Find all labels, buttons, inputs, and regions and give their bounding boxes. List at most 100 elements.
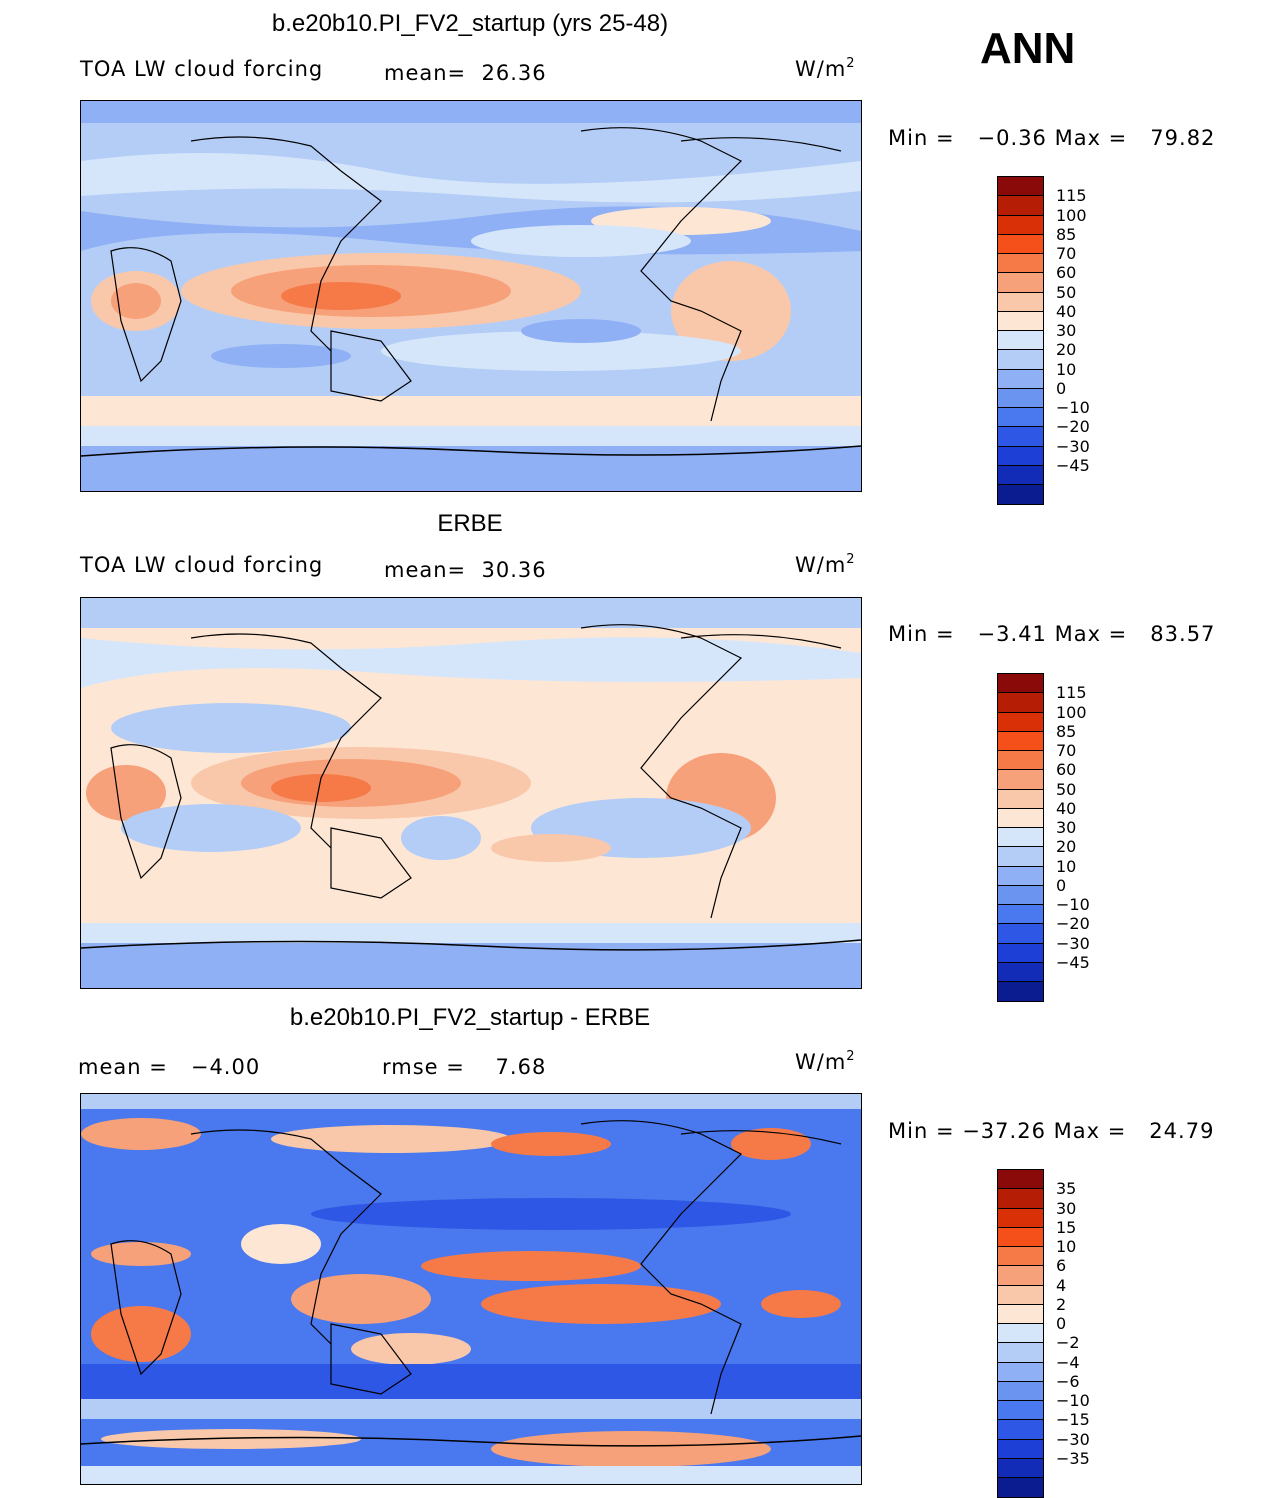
colorbar-tick-label: −2 (1056, 1333, 1080, 1353)
colorbar-box (998, 847, 1043, 867)
panel-3-rmse: rmse = 7.68 (382, 1055, 547, 1079)
panel-3-units: W/m2 (795, 1049, 856, 1074)
colorbar-tick-label: 30 (1056, 321, 1077, 340)
colorbar-tick-label: 40 (1056, 798, 1077, 818)
colorbar-box (998, 943, 1043, 963)
panel-3-contour-field (81, 1094, 861, 1484)
colorbar-tick-label: 70 (1056, 741, 1077, 760)
colorbar-tick-label: 85 (1056, 721, 1077, 741)
colorbar-tick-label: 100 (1056, 205, 1087, 225)
colorbar-box (998, 1266, 1043, 1286)
colorbar-tick-label: −10 (1056, 398, 1090, 417)
colorbar-box (998, 1285, 1043, 1305)
colorbar-box (998, 196, 1043, 216)
colorbar-tick-label: 10 (1056, 1237, 1077, 1256)
colorbar-box (998, 311, 1043, 331)
colorbar-box (998, 254, 1043, 274)
colorbar-tick-label: 115 (1056, 683, 1087, 703)
colorbar-box (998, 292, 1043, 312)
colorbar-box (998, 866, 1043, 886)
colorbar-box (998, 177, 1043, 197)
colorbar-tick-label: 30 (1056, 1198, 1077, 1218)
colorbar-box (998, 1189, 1043, 1209)
colorbar-box (998, 388, 1043, 408)
colorbar-tick-label: 15 (1056, 1217, 1077, 1237)
colorbar-tick-label: 0 (1056, 378, 1067, 398)
colorbar-box (998, 234, 1043, 254)
colorbar-box (998, 770, 1043, 790)
panel-3-mean: mean = −4.00 (78, 1055, 261, 1079)
colorbar-box (998, 1401, 1043, 1421)
colorbar-box (998, 1208, 1043, 1228)
colorbar-tick-label: 0 (1056, 1314, 1067, 1333)
panel-3-title: b.e20b10.PI_FV2_startup - ERBE (289, 1004, 651, 1031)
colorbar-tick-label: 85 (1056, 224, 1077, 244)
panel-1-map (80, 100, 862, 492)
colorbar-box (998, 1420, 1043, 1440)
colorbar-box (998, 828, 1043, 848)
colorbar-tick-label: 2 (1056, 1294, 1067, 1314)
colorbar-box (998, 215, 1043, 235)
colorbar-box (998, 1381, 1043, 1401)
panel-2-contour-field (81, 598, 861, 988)
colorbar-tick-label: 10 (1056, 359, 1077, 379)
colorbar-box (998, 446, 1043, 466)
colorbar-tick-label: 40 (1056, 301, 1077, 321)
colorbar-box (998, 789, 1043, 809)
colorbar-box (998, 1247, 1043, 1267)
colorbar-box (998, 674, 1043, 694)
season-label: ANN (980, 24, 1076, 73)
colorbar-tick-label: −10 (1056, 895, 1090, 914)
colorbar-box (998, 962, 1043, 982)
panel-2-colorbar (997, 673, 1044, 1003)
panel-1-minmax: Min = −0.36 Max = 79.82 (888, 126, 1216, 150)
colorbar-tick-label: −30 (1056, 1429, 1090, 1449)
panel-1-mean: mean= 26.36 (384, 61, 547, 85)
panel-1-units: W/m2 (795, 56, 856, 81)
colorbar-box (998, 1362, 1043, 1382)
colorbar-box (998, 465, 1043, 485)
panel-2-units: W/m2 (795, 552, 856, 577)
colorbar-tick-label: −45 (1056, 455, 1090, 475)
colorbar-box (998, 427, 1043, 447)
panel-1-contour-field (81, 101, 861, 491)
colorbar-box (998, 924, 1043, 944)
colorbar-box (998, 1324, 1043, 1344)
colorbar-box (998, 693, 1043, 713)
colorbar-tick-label: 60 (1056, 263, 1077, 283)
colorbar-tick-label: 50 (1056, 282, 1077, 302)
colorbar-box (998, 485, 1043, 505)
colorbar-tick-label: −30 (1056, 436, 1090, 456)
colorbar-tick-label: 30 (1056, 818, 1077, 837)
panel-1-colorbar (997, 176, 1044, 506)
panel-3-colorbar (997, 1169, 1044, 1498)
colorbar-box (998, 331, 1043, 351)
colorbar-box (998, 273, 1043, 293)
panel-2-minmax: Min = −3.41 Max = 83.57 (888, 622, 1216, 646)
colorbar-tick-label: 100 (1056, 702, 1087, 722)
colorbar-tick-label: 70 (1056, 244, 1077, 263)
colorbar-tick-label: 60 (1056, 760, 1077, 780)
colorbar-box (998, 731, 1043, 751)
colorbar-box (998, 408, 1043, 428)
colorbar-box (998, 1439, 1043, 1459)
colorbar-tick-label: −20 (1056, 417, 1090, 437)
colorbar-tick-label: 115 (1056, 186, 1087, 206)
colorbar-box (998, 1227, 1043, 1247)
panel-1-variable: TOA LW cloud forcing (80, 57, 324, 81)
colorbar-box (998, 1343, 1043, 1363)
panel-2-title: ERBE (437, 510, 503, 537)
colorbar-tick-label: −15 (1056, 1410, 1090, 1430)
colorbar-tick-label: −4 (1056, 1352, 1080, 1372)
colorbar-box (998, 982, 1043, 1002)
colorbar-tick-label: 6 (1056, 1256, 1067, 1276)
colorbar-box (998, 1458, 1043, 1478)
colorbar-tick-label: 20 (1056, 340, 1077, 360)
panel-3-map (80, 1093, 862, 1485)
colorbar-tick-label: 50 (1056, 779, 1077, 799)
panel-2-mean: mean= 30.36 (384, 558, 547, 582)
colorbar-box (998, 1478, 1043, 1498)
colorbar-box (998, 808, 1043, 828)
panel-2-variable: TOA LW cloud forcing (80, 553, 324, 577)
colorbar-box (998, 885, 1043, 905)
